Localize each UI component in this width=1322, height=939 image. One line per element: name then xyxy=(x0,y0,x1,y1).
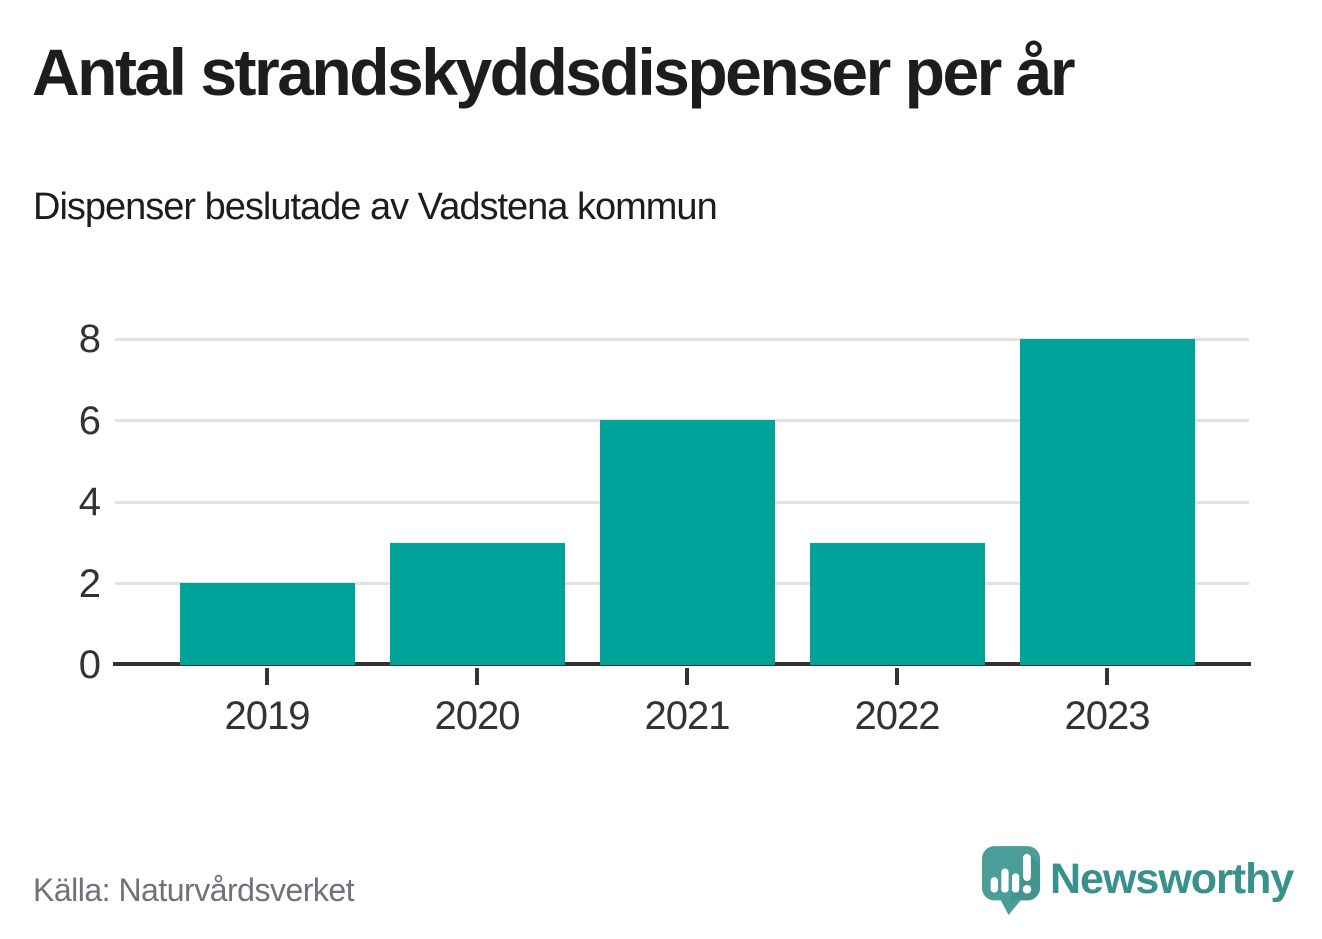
y-tick-label-8: 8 xyxy=(78,317,101,361)
logo-exclamation-dot xyxy=(1022,885,1032,894)
x-tick-label-2019: 2019 xyxy=(224,694,311,738)
y-tick-label-2: 2 xyxy=(78,562,101,606)
x-tick-2020 xyxy=(475,668,479,685)
chart-title: Antal strandskyddsdispenser per år xyxy=(32,35,1076,109)
brand-name: Newsworthy xyxy=(1050,855,1294,903)
x-tick-label-2021: 2021 xyxy=(644,694,731,738)
logo-bar-3 xyxy=(1011,873,1020,893)
bar-2022 xyxy=(810,543,985,665)
speech-bubble-bar-chart-icon xyxy=(981,846,1041,915)
bar-2019 xyxy=(180,583,355,665)
x-tick-label-2023: 2023 xyxy=(1064,694,1151,738)
logo-bar-2 xyxy=(1001,868,1009,893)
x-tick-2022 xyxy=(895,668,899,685)
source-note: Källa: Naturvårdsverket xyxy=(33,872,355,908)
x-tick-2023 xyxy=(1105,668,1109,685)
x-tick-label-2020: 2020 xyxy=(434,694,521,738)
y-tick-label-4: 4 xyxy=(78,480,101,524)
x-tick-2021 xyxy=(685,668,689,685)
y-tick-label-6: 6 xyxy=(78,399,101,443)
bar-2023 xyxy=(1020,339,1195,665)
newsworthy-logo: Newsworthy xyxy=(980,845,1294,919)
bar-2020 xyxy=(390,543,565,665)
x-tick-2019 xyxy=(265,668,269,685)
y-tick-label-0: 0 xyxy=(78,643,101,687)
gridline-y-8 xyxy=(115,338,1249,341)
logo-exclamation-stem xyxy=(1023,853,1031,882)
bar-2021 xyxy=(600,420,775,665)
x-tick-label-2022: 2022 xyxy=(854,694,941,738)
chart-subtitle: Dispenser beslutade av Vadstena kommun xyxy=(33,186,718,228)
logo-bar-1 xyxy=(990,877,998,893)
